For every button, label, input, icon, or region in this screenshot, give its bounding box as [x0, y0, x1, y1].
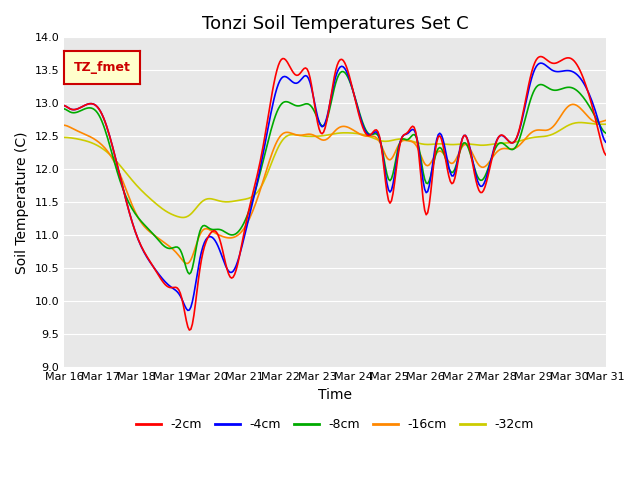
Legend: -2cm, -4cm, -8cm, -16cm, -32cm: -2cm, -4cm, -8cm, -16cm, -32cm	[131, 413, 539, 436]
Title: Tonzi Soil Temperatures Set C: Tonzi Soil Temperatures Set C	[202, 15, 468, 33]
Y-axis label: Soil Temperature (C): Soil Temperature (C)	[15, 131, 29, 274]
X-axis label: Time: Time	[318, 388, 352, 402]
